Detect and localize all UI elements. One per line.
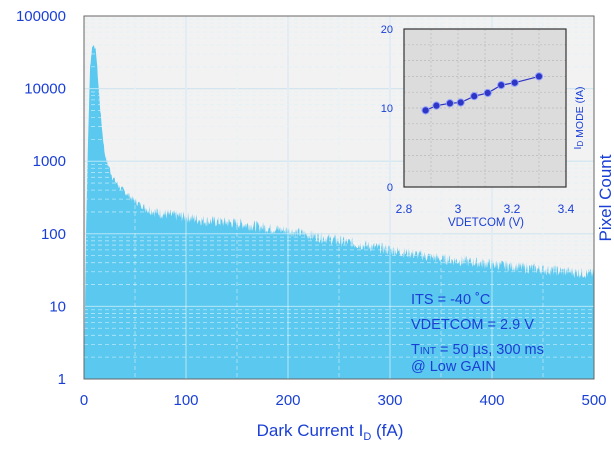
main-gridlines-overlay bbox=[83, 16, 595, 380]
annotation-integration-time: TINT = 50 µs, 300 ms bbox=[411, 342, 544, 358]
annotation-gain: @ Low GAIN bbox=[411, 359, 496, 375]
y-tick-label: 1 bbox=[58, 371, 66, 388]
x-tick-label: 400 bbox=[479, 392, 504, 409]
inset-x-axis-label: VDETCOM (V) bbox=[448, 217, 524, 229]
x-tick-label: 0 bbox=[80, 392, 88, 409]
inset-y-axis-label-subscript: D bbox=[576, 141, 585, 147]
inset-x-tick-labels: 2.8 3 3.2 3.4 bbox=[396, 202, 575, 216]
inset-data-point bbox=[483, 88, 492, 98]
y-axis-tick-labels: 1 10 100 1000 10000 100000 bbox=[16, 8, 66, 388]
y-axis-label: Pixel Count bbox=[596, 154, 614, 241]
x-axis-label-unit: (fA) bbox=[371, 421, 403, 440]
inset-data-point bbox=[470, 92, 479, 101]
x-axis-label-subscript: D bbox=[363, 431, 371, 443]
x-tick-label: 500 bbox=[581, 392, 606, 409]
inset-x-tick-label: 3 bbox=[455, 202, 462, 216]
inset-frame bbox=[403, 28, 567, 188]
inset-data-points bbox=[421, 72, 544, 115]
inset-y-axis-label: ID MODE (fA) bbox=[572, 87, 586, 150]
y-tick-label: 10000 bbox=[24, 81, 66, 98]
y-tick-label: 1000 bbox=[33, 153, 66, 170]
inset-chart: 2.8 3 3.2 3.4 0 10 20 VDETCOM (V) ID MODE (fA… bbox=[381, 24, 586, 229]
x-tick-label: 300 bbox=[377, 392, 402, 409]
x-axis-label: Dark Current ID (fA) bbox=[257, 421, 404, 443]
x-axis-tick-labels: 0 100 200 300 400 500 bbox=[80, 392, 607, 409]
histogram-area bbox=[84, 45, 594, 379]
inset-data-point bbox=[497, 80, 506, 90]
inset-data-point bbox=[456, 98, 465, 107]
plot-frame bbox=[83, 15, 595, 380]
inset-data-point bbox=[534, 72, 544, 81]
inset-data-point bbox=[421, 106, 430, 115]
inset-y-tick-labels: 0 10 20 bbox=[381, 24, 393, 194]
inset-x-tick-label: 3.4 bbox=[558, 202, 575, 216]
y-tick-label: 100 bbox=[41, 226, 66, 243]
inset-y-tick-label: 0 bbox=[387, 182, 393, 194]
inset-data-point bbox=[445, 99, 454, 108]
inset-y-tick-label: 10 bbox=[381, 103, 393, 115]
y-tick-label: 100000 bbox=[16, 8, 66, 25]
y-tick-label: 10 bbox=[49, 298, 66, 315]
inset-y-tick-label: 20 bbox=[381, 24, 393, 36]
inset-x-tick-label: 2.8 bbox=[396, 202, 413, 216]
annotation-vdetcom: VDETCOM = 2.9 V bbox=[411, 317, 534, 333]
inset-data-point bbox=[432, 101, 441, 110]
annotation-tint-subscript: INT bbox=[420, 346, 436, 357]
inset-x-tick-label: 3.2 bbox=[504, 202, 521, 216]
x-tick-label: 200 bbox=[275, 392, 300, 409]
annotation-temperature: ITS = -40 ˚C bbox=[411, 292, 490, 308]
inset-data-point bbox=[510, 78, 519, 87]
x-tick-label: 100 bbox=[173, 392, 198, 409]
